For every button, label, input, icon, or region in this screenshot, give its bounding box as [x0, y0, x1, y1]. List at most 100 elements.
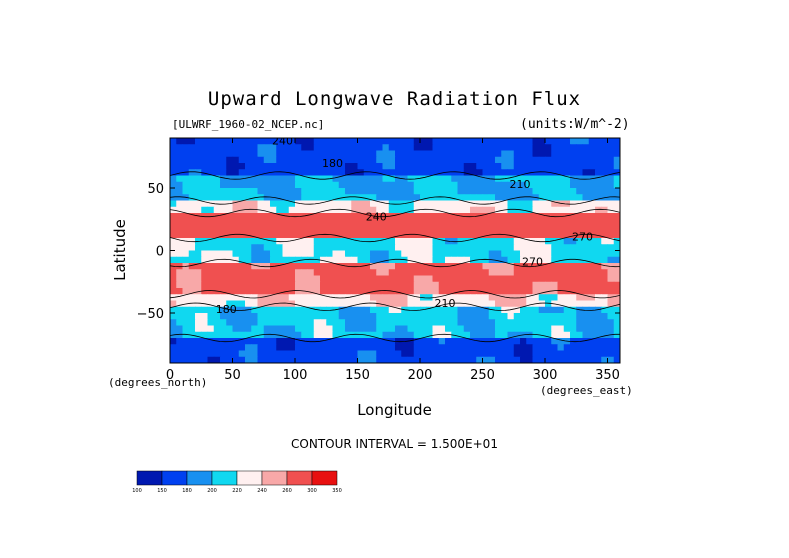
field-cell: [201, 263, 209, 270]
field-cell: [382, 275, 390, 283]
field-cell: [570, 238, 577, 245]
field-cell: [282, 181, 290, 189]
field-cell: [182, 206, 190, 214]
field-cell: [182, 150, 190, 158]
field-cell: [226, 194, 234, 202]
field-cell: [551, 313, 559, 320]
field-cell: [470, 269, 477, 277]
field-cell: [538, 331, 546, 339]
field-cell: [207, 250, 215, 258]
field-cell: [476, 163, 484, 170]
field-cell: [395, 356, 402, 363]
field-cell: [526, 331, 534, 339]
field-cell: [457, 356, 465, 363]
field-cell: [207, 225, 215, 233]
field-cell: [607, 138, 615, 145]
field-cell: [601, 313, 609, 320]
field-cell: [582, 300, 590, 308]
field-cell: [395, 169, 402, 177]
field-cell: [576, 325, 584, 333]
field-cell: [457, 331, 465, 339]
field-cell: [238, 231, 246, 239]
field-cell: [345, 306, 352, 314]
field-cell: [470, 313, 477, 320]
field-cell: [370, 163, 377, 170]
field-cell: [551, 306, 559, 314]
field-cell: [207, 138, 215, 145]
field-cell: [276, 256, 284, 264]
field-cell: [251, 163, 259, 170]
field-cell: [457, 181, 465, 189]
field-cell: [432, 181, 440, 189]
field-cell: [270, 263, 277, 270]
field-cell: [507, 231, 515, 239]
field-cell: [576, 213, 584, 220]
field-cell: [188, 225, 196, 233]
field-cell: [395, 319, 402, 327]
field-cell: [295, 344, 302, 352]
field-cell: [426, 288, 434, 295]
field-cell: [376, 181, 384, 189]
field-cell: [276, 350, 284, 358]
field-cell: [438, 275, 446, 283]
field-cell: [220, 350, 227, 358]
field-cell: [176, 319, 184, 327]
field-cell: [513, 206, 521, 214]
field-cell: [388, 281, 396, 289]
field-cell: [595, 313, 602, 320]
field-cell: [445, 188, 452, 195]
field-cell: [607, 288, 615, 295]
field-cell: [388, 231, 396, 239]
field-cell: [526, 256, 534, 264]
field-cell: [282, 325, 290, 333]
field-cell: [326, 306, 334, 314]
field-cell: [363, 263, 371, 270]
field-cell: [263, 231, 271, 239]
field-cell: [551, 231, 559, 239]
field-cell: [395, 225, 402, 233]
field-cell: [338, 300, 346, 308]
field-cell: [538, 313, 546, 320]
field-cell: [263, 288, 271, 295]
field-cell: [557, 269, 565, 277]
field-cell: [526, 213, 534, 220]
field-cell: [245, 288, 252, 295]
field-cell: [545, 288, 552, 295]
field-cell: [501, 281, 509, 289]
field-cell: [588, 281, 596, 289]
field-cell: [307, 175, 315, 183]
field-cell: [432, 219, 440, 227]
field-cell: [613, 225, 620, 233]
field-cell: [251, 213, 259, 220]
field-cell: [176, 188, 184, 195]
field-cell: [482, 356, 490, 363]
field-cell: [351, 319, 359, 327]
field-cell: [276, 188, 284, 195]
field-cell: [182, 156, 190, 164]
field-cell: [488, 338, 496, 345]
field-cell: [238, 175, 246, 183]
units-label: (units:W/m^-2): [520, 117, 630, 132]
field-cell: [345, 300, 352, 308]
field-cell: [220, 194, 227, 202]
field-cell: [176, 313, 184, 320]
field-cell: [470, 144, 477, 152]
field-cell: [288, 194, 296, 202]
field-cell: [376, 356, 384, 363]
field-cell: [332, 313, 340, 320]
field-cell: [313, 350, 321, 358]
field-cell: [370, 188, 377, 195]
field-cell: [451, 225, 459, 233]
field-cell: [170, 144, 177, 152]
field-cell: [520, 250, 527, 258]
field-cell: [363, 181, 371, 189]
field-cell: [401, 300, 409, 308]
field-cell: [313, 200, 321, 208]
field-cell: [201, 331, 209, 339]
field-cell: [301, 256, 309, 264]
field-cell: [326, 288, 334, 295]
field-cell: [526, 188, 534, 195]
field-cell: [563, 263, 571, 270]
field-cell: [413, 306, 421, 314]
field-cell: [213, 356, 221, 363]
